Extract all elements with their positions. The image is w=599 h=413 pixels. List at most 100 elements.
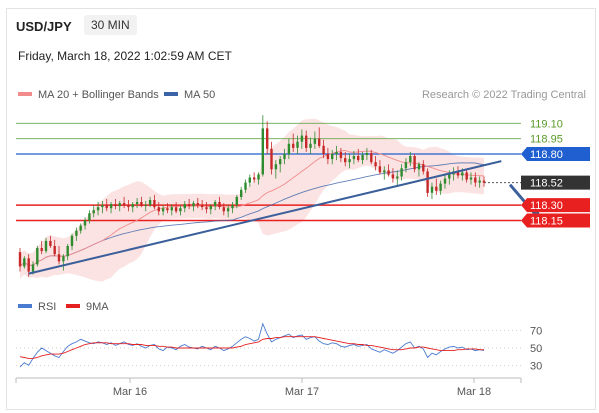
candle-body (62, 256, 65, 262)
price-level-tags: 119.10 118.95 118.80 118.52 118.30 118.15 (521, 118, 590, 228)
candle-body (417, 164, 421, 170)
x-tick-label: Mar 16 (113, 386, 147, 398)
candle-body (474, 177, 477, 183)
candle-body (226, 208, 230, 212)
candle-body (205, 207, 208, 210)
candle-body (213, 202, 217, 207)
candle-body (209, 206, 212, 210)
rsi-line (19, 322, 485, 368)
candle-body (435, 186, 438, 191)
ma9-legend-label: 9MA (86, 301, 109, 313)
candle-body (240, 189, 243, 197)
rsi-legend-swatch (18, 304, 32, 308)
candle-body (404, 162, 408, 169)
candle-body (361, 155, 364, 161)
candle-body (283, 154, 286, 160)
candle-body (313, 138, 317, 144)
x-tick-label: Mar 18 (457, 386, 491, 398)
candle-body (166, 208, 169, 211)
candle-body (422, 164, 425, 172)
candle-body (49, 240, 52, 246)
candle-body (300, 135, 304, 142)
candle-body (465, 172, 468, 180)
candle-body (439, 183, 442, 191)
candle-body (287, 143, 291, 154)
bollinger-bands (20, 118, 484, 282)
candle-body (92, 210, 95, 214)
candle-body (370, 153, 373, 163)
rsi-panel: 70 50 30 (16, 322, 542, 372)
candle-body (344, 158, 347, 163)
candle-body (274, 164, 278, 170)
candle-body (36, 248, 39, 265)
candle-body (31, 264, 35, 272)
price-level-label: 118.30 (530, 200, 563, 212)
candle-body (365, 153, 369, 155)
symbol-title: USD/JPY (16, 19, 72, 34)
timeframe-badge[interactable]: 30 MIN (84, 15, 137, 35)
candle-body (222, 207, 225, 212)
candle-body (461, 172, 464, 176)
candle-body (174, 207, 178, 212)
candle-body (378, 166, 382, 173)
candle-body (335, 152, 338, 154)
candle-body (127, 205, 130, 208)
candle-body (44, 240, 48, 252)
candle-body (443, 178, 447, 184)
candle-body (192, 203, 195, 207)
candle-body (231, 205, 234, 209)
candle-body (196, 203, 199, 206)
ma50-legend-swatch (164, 92, 178, 96)
price-level-label: 118.95 (530, 134, 563, 146)
candle-body (114, 204, 117, 207)
candle-body (413, 156, 416, 170)
candle-body (218, 202, 221, 208)
price-level-label: 118.15 (530, 215, 563, 227)
price-level-label: 118.52 (530, 178, 563, 190)
x-tick-label: Mar 17 (285, 386, 319, 398)
candle-body (109, 204, 113, 209)
candle-body (391, 174, 395, 179)
candle-body (253, 177, 256, 180)
candle-body (482, 180, 486, 183)
candle-body (183, 204, 186, 209)
candle-body (352, 156, 356, 160)
candle-body (430, 186, 434, 193)
bollinger-band-area (20, 118, 484, 282)
candle-body (105, 205, 108, 209)
candle-body (79, 225, 82, 231)
candle-body (75, 230, 78, 236)
candle-body (326, 154, 330, 160)
candle-body (292, 143, 295, 148)
ma20-legend-label: MA 20 + Bollinger Bands (38, 89, 159, 101)
candle-body (235, 196, 238, 206)
candle-body (101, 205, 104, 208)
candle-body (261, 128, 264, 175)
candle-body (70, 235, 74, 246)
candle-body (374, 162, 377, 167)
candle-body (161, 208, 165, 212)
candle-body (157, 207, 160, 212)
candle-body (456, 171, 460, 176)
candle-body (322, 145, 325, 154)
candle-body (257, 174, 260, 180)
candle-body (96, 207, 100, 211)
candle-body (135, 202, 139, 204)
candle-body (179, 208, 182, 212)
price-level-label: 119.10 (530, 118, 563, 130)
candle-body (305, 135, 308, 148)
candle-body (348, 159, 351, 163)
price-level-label: 118.80 (530, 149, 563, 161)
candle-body (53, 246, 56, 255)
candle-body (478, 180, 481, 183)
rsi-tick-label: 70 (530, 326, 542, 338)
candle-body (170, 207, 173, 211)
candle-body (296, 141, 299, 148)
candle-body (248, 177, 251, 183)
price-level-tag (521, 147, 590, 161)
candle-body (83, 220, 87, 226)
candle-body (309, 143, 312, 148)
candle-body (357, 156, 360, 161)
ma9-line (19, 336, 484, 359)
